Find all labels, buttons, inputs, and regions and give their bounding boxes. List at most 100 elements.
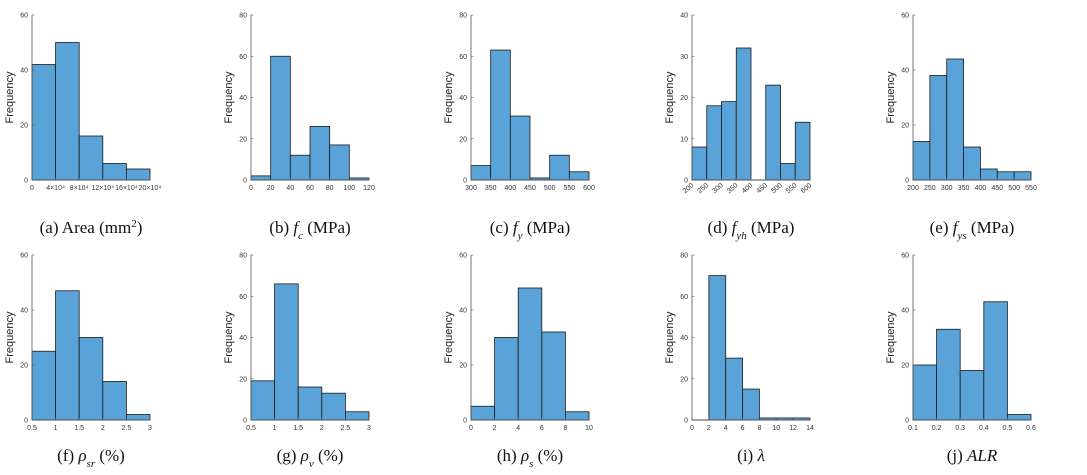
histogram-bar: [126, 168, 151, 181]
y-axis-label: Frequency: [223, 71, 235, 123]
y-tick-label: 40: [459, 95, 467, 102]
y-tick-label: 0: [463, 418, 467, 425]
y-tick-label: 40: [680, 335, 688, 342]
histogram-bar: [780, 163, 796, 181]
histogram-bar: [509, 115, 531, 181]
histogram-bar: [490, 49, 511, 181]
x-tick-label: 400: [504, 185, 516, 192]
y-tick-label: 40: [20, 68, 28, 75]
y-tick-label: 40: [239, 95, 247, 102]
histogram-bar: [517, 287, 543, 421]
x-tick-label: 20: [267, 185, 275, 192]
panel-caption: (c) fy (MPa): [490, 218, 570, 242]
x-tick-label: 12: [789, 425, 797, 432]
x-tick-label: 400: [741, 182, 755, 195]
histogram-bar: [126, 414, 151, 421]
x-tick-label: 300: [465, 185, 477, 192]
x-tick-label: 8: [757, 425, 761, 432]
x-tick-label: 0.6: [1026, 425, 1036, 432]
histogram-bar: [102, 163, 127, 181]
x-tick-label: 1: [54, 425, 58, 432]
histogram-panel-j: 0 20 40 60 0.1 0.2 0.3 0.4 0.5 0.6 Frequency (j) AL…: [885, 253, 1036, 466]
x-tick-label: 2: [320, 425, 324, 432]
y-axis-label: Frequency: [885, 71, 897, 123]
histogram-bar: [250, 175, 272, 181]
x-tick-label: 450: [756, 182, 770, 195]
x-tick-label: 8: [563, 425, 567, 432]
histogram-bar: [725, 357, 743, 421]
y-axis-label: Frequency: [664, 311, 676, 363]
y-tick-label: 0: [24, 418, 28, 425]
x-tick-label: 3: [148, 425, 152, 432]
histogram-bar: [309, 125, 331, 181]
x-tick-label: 1.5: [293, 425, 303, 432]
x-tick-label: 0.3: [955, 425, 965, 432]
x-tick-label: 20×10⁴: [139, 185, 162, 192]
y-tick-label: 60: [239, 294, 247, 301]
histogram-panel-f: 0 20 40 60 0.5 1 1.5 2 2.5 3 Frequency (f) ρsr (%): [4, 253, 152, 471]
x-tick-label: 2: [707, 425, 711, 432]
histogram-bar: [794, 121, 811, 181]
histogram-bar: [946, 58, 964, 181]
y-tick-label: 20: [901, 363, 909, 370]
x-tick-label: 0.5: [1003, 425, 1013, 432]
y-tick-label: 20: [680, 95, 688, 102]
x-tick-label: 0.5: [27, 425, 37, 432]
y-tick-label: 60: [20, 253, 28, 260]
x-tick-label: 450: [991, 185, 1003, 192]
x-tick-label: 250: [697, 182, 711, 195]
x-tick-label: 16×10⁴: [115, 185, 138, 192]
y-tick-label: 0: [905, 418, 909, 425]
y-tick-label: 40: [20, 308, 28, 315]
x-tick-label: 14: [806, 425, 814, 432]
histogram-bar: [494, 337, 519, 421]
x-tick-label: 4×10⁴: [46, 185, 65, 192]
x-tick-label: 0: [690, 425, 694, 432]
histogram-bar: [1007, 414, 1032, 421]
x-tick-label: 1: [273, 425, 277, 432]
histogram-bar: [55, 290, 80, 421]
histogram-bar: [31, 350, 57, 421]
histogram-bar: [735, 47, 752, 181]
histogram-bar: [102, 381, 127, 421]
histogram-bar: [959, 370, 985, 421]
y-tick-label: 0: [463, 178, 467, 185]
histogram-panel-g: 0 20 40 60 80 0.5 1 1.5 2 2.5 3 Frequency (g) ρv (%): [223, 253, 371, 471]
histogram-bar: [274, 283, 299, 421]
x-tick-label: 550: [785, 182, 799, 195]
y-tick-label: 20: [901, 123, 909, 130]
y-tick-label: 20: [459, 136, 467, 143]
panel-caption: (g) ρv (%): [277, 446, 344, 470]
y-axis-label: Frequency: [4, 311, 16, 363]
y-tick-label: 60: [459, 54, 467, 61]
histogram-panel-c: 0 20 40 60 80 300 350 400 450 500 550 600 Frequency (…: [443, 13, 595, 243]
y-tick-label: 10: [680, 136, 688, 143]
y-axis-label: Frequency: [443, 311, 455, 363]
histogram-bar: [765, 84, 781, 181]
y-tick-label: 0: [905, 178, 909, 185]
histogram-bar: [297, 386, 323, 421]
histogram-bar: [912, 364, 938, 421]
x-tick-label: 10: [772, 425, 780, 432]
histogram-panel-a: 0 20 40 60 0 4×10⁴ 8×10⁴ 12×10⁴ 16×10⁴ 20×10⁴ Freq…: [4, 13, 161, 238]
histogram-bar: [321, 392, 346, 421]
panel-caption: (f) ρsr (%): [57, 446, 125, 470]
histogram-bar: [983, 301, 1008, 421]
y-axis-label: Frequency: [664, 71, 676, 123]
x-tick-label: 3: [367, 425, 371, 432]
y-axis-label: Frequency: [223, 311, 235, 363]
y-tick-label: 80: [239, 253, 247, 260]
x-tick-label: 350: [958, 185, 970, 192]
y-tick-label: 60: [901, 13, 909, 20]
x-tick-label: 350: [485, 185, 497, 192]
y-tick-label: 0: [243, 178, 247, 185]
x-tick-label: 2: [101, 425, 105, 432]
histogram-bar: [721, 101, 737, 181]
x-tick-label: 0: [30, 185, 34, 192]
y-tick-label: 40: [680, 13, 688, 20]
histogram-bar: [691, 146, 708, 181]
y-tick-label: 20: [20, 363, 28, 370]
x-tick-label: 400: [975, 185, 987, 192]
x-tick-label: 550: [563, 185, 575, 192]
